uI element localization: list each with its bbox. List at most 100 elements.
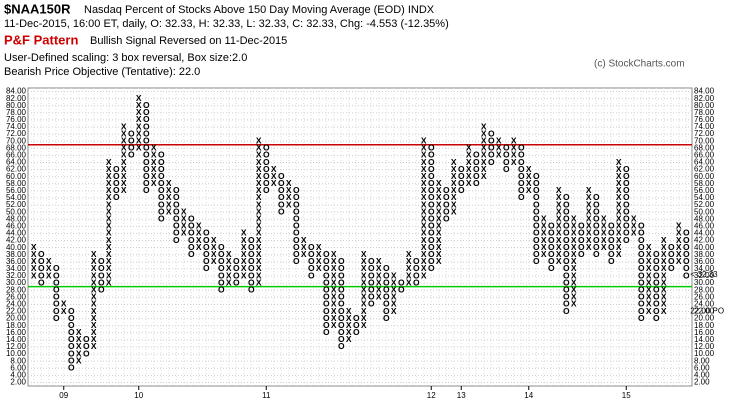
o-box: O <box>533 235 540 245</box>
x-box: X <box>571 270 577 280</box>
o-box: O <box>623 192 630 202</box>
o-box: O <box>218 249 225 259</box>
o-box: O <box>248 284 255 294</box>
o-box: O <box>563 277 570 287</box>
o-box: O <box>338 320 345 330</box>
y-tick-label: 6.00 <box>10 363 26 372</box>
x-box: X <box>466 157 472 167</box>
o-box: O <box>473 171 480 181</box>
x-box: X <box>346 327 352 337</box>
y-tick-label-right: 18.00 <box>694 321 715 330</box>
y-tick-label: 48.00 <box>6 214 27 223</box>
x-box: X <box>421 164 427 174</box>
x-box: X <box>256 277 262 287</box>
o-box: O <box>533 228 540 238</box>
y-tick-label-right: 50.00 <box>694 207 715 216</box>
x-box: X <box>331 270 337 280</box>
o-box: O <box>218 256 225 266</box>
o-box: O <box>293 214 300 224</box>
x-box: X <box>361 263 367 273</box>
y-tick-label-right: 70.00 <box>694 136 715 145</box>
x-box: X <box>496 143 502 153</box>
o-box: O <box>38 249 45 259</box>
o-box: O <box>98 256 105 266</box>
y-tick-label-right: 28.00 <box>694 285 715 294</box>
x-box: X <box>571 292 577 302</box>
o-box: O <box>368 299 375 309</box>
x-box: X <box>541 221 547 231</box>
x-box: X <box>646 306 652 316</box>
o-box: O <box>53 299 60 309</box>
x-box: X <box>436 214 442 224</box>
y-tick-label: 50.00 <box>6 207 27 216</box>
o-box: O <box>338 299 345 309</box>
o-box: O <box>668 256 675 266</box>
x-box: X <box>46 256 52 266</box>
subtitle: 11-Dec-2015, 16:00 ET, daily, O: 32.33, … <box>4 18 449 30</box>
o-box: O <box>608 242 615 252</box>
o-box: O <box>143 178 150 188</box>
x-box: X <box>421 249 427 259</box>
o-box: O <box>323 249 330 259</box>
x-box: X <box>271 164 277 174</box>
year-label: 11 <box>262 391 271 400</box>
y-tick-label-right: 56.00 <box>694 186 715 195</box>
x-box: X <box>136 128 142 138</box>
x-box: X <box>316 242 322 252</box>
o-box: O <box>173 199 180 209</box>
o-box: O <box>68 363 75 373</box>
y-tick-label: 26.00 <box>6 292 27 301</box>
o-box: O <box>578 242 585 252</box>
o-box: O <box>593 228 600 238</box>
x-box: X <box>511 143 517 153</box>
year-label: 13 <box>457 391 466 400</box>
x-box: X <box>436 242 442 252</box>
x-box: X <box>121 135 127 145</box>
x-box: X <box>571 284 577 294</box>
x-box: X <box>76 348 82 358</box>
x-box: X <box>436 221 442 231</box>
x-box: X <box>586 235 592 245</box>
o-box: O <box>173 228 180 238</box>
x-box: X <box>571 249 577 259</box>
y-tick-label-right: 16.00 <box>694 328 715 337</box>
y-tick-label-right: 64.00 <box>694 158 715 167</box>
x-box: X <box>646 270 652 280</box>
o-box: O <box>368 256 375 266</box>
o-box: O <box>368 284 375 294</box>
o-box: O <box>143 121 150 131</box>
o-box: O <box>668 263 675 273</box>
o-box: O <box>338 306 345 316</box>
x-box: X <box>346 334 352 344</box>
o-box: O <box>623 221 630 231</box>
o-box: O <box>173 221 180 231</box>
o-box: O <box>653 313 660 323</box>
x-box: X <box>256 235 262 245</box>
x-box: X <box>106 206 112 216</box>
o-box: O <box>233 270 240 280</box>
x-box: X <box>76 327 82 337</box>
x-box: X <box>31 270 37 280</box>
o-box: O <box>83 334 90 344</box>
x-box: X <box>211 242 217 252</box>
x-box: X <box>616 199 622 209</box>
o-box: O <box>638 249 645 259</box>
o-box: O <box>83 341 90 351</box>
o-box: O <box>113 171 120 181</box>
x-box: X <box>406 270 412 280</box>
x-box: X <box>481 121 487 131</box>
o-box: O <box>233 277 240 287</box>
x-box: X <box>556 249 562 259</box>
o-box: O <box>353 313 360 323</box>
y-tick-label-right: 62.00 <box>694 165 715 174</box>
x-box: X <box>571 299 577 309</box>
x-box: X <box>571 277 577 287</box>
